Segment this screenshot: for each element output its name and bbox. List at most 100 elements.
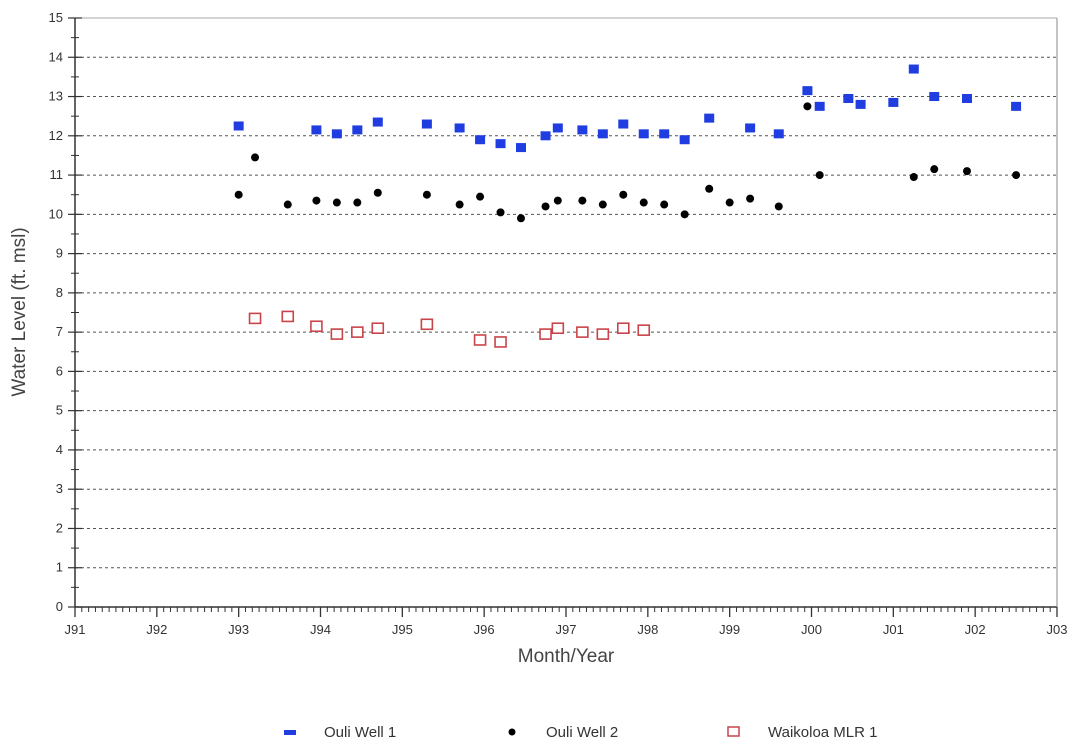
data-point — [773, 129, 784, 139]
y-tick-label: 14 — [49, 49, 63, 64]
y-tick-label: 9 — [56, 246, 63, 261]
data-point — [476, 192, 485, 201]
data-point — [962, 167, 971, 176]
x-tick-label: J98 — [637, 622, 658, 637]
series-ouli-well-1 — [233, 64, 1022, 153]
data-point — [843, 93, 854, 103]
series-waikoloa-mlr-1 — [248, 310, 651, 348]
data-point — [251, 153, 260, 162]
data-point — [802, 86, 813, 96]
x-tick-label: J02 — [965, 622, 986, 637]
data-point — [496, 208, 505, 217]
y-tick-label: 10 — [49, 206, 63, 221]
data-point — [495, 139, 506, 149]
data-point — [619, 190, 628, 199]
data-point — [371, 322, 385, 335]
data-point — [283, 200, 292, 209]
x-tick-label: J96 — [474, 622, 495, 637]
data-point — [578, 196, 587, 205]
data-series — [233, 64, 1022, 348]
data-point — [705, 184, 714, 193]
data-point — [281, 310, 295, 323]
legend: Ouli Well 1 Ouli Well 2 Waikoloa MLR 1 — [284, 724, 877, 741]
data-point — [577, 125, 588, 135]
legend-label: Ouli Well 1 — [324, 724, 396, 741]
data-point — [553, 196, 562, 205]
data-point — [855, 99, 866, 109]
data-point — [638, 129, 649, 139]
data-point — [540, 131, 551, 141]
series-ouli-well-2 — [234, 102, 1021, 223]
data-point — [455, 200, 464, 209]
data-point — [539, 328, 552, 340]
y-tick-label: 12 — [49, 128, 63, 143]
data-point — [680, 210, 689, 219]
x-tick-label: J92 — [146, 622, 167, 637]
data-point — [961, 93, 972, 103]
y-tick-label: 7 — [56, 324, 63, 339]
data-point — [352, 125, 363, 135]
data-point — [725, 198, 734, 207]
data-point — [234, 190, 243, 199]
legend-item: Waikoloa MLR 1 — [727, 724, 877, 741]
y-tick-label: 1 — [56, 560, 63, 575]
x-axis-title: Month/Year — [518, 646, 615, 667]
data-point — [596, 328, 610, 340]
data-point — [908, 64, 919, 74]
y-tick-label: 6 — [56, 363, 63, 378]
x-tick-label: J01 — [883, 622, 904, 637]
data-point — [494, 336, 507, 348]
data-point — [516, 214, 525, 223]
data-point — [803, 102, 812, 111]
data-point — [814, 101, 825, 111]
y-tick-label: 13 — [49, 89, 63, 104]
legend-item: Ouli Well 1 — [284, 724, 396, 741]
data-point — [746, 194, 755, 203]
data-point — [351, 326, 364, 338]
data-point — [576, 326, 589, 338]
data-point — [330, 328, 344, 340]
data-point — [551, 322, 565, 335]
data-point — [745, 123, 756, 133]
data-point — [704, 113, 715, 123]
data-point — [332, 198, 341, 207]
data-point — [421, 119, 432, 129]
x-tick-label: J03 — [1047, 622, 1068, 637]
data-point — [473, 334, 487, 346]
data-point — [248, 312, 262, 325]
data-point — [929, 92, 940, 102]
legend-label: Waikoloa MLR 1 — [768, 724, 877, 741]
data-point — [353, 198, 362, 207]
data-point — [597, 129, 608, 139]
data-point — [331, 129, 342, 139]
x-tick-label: J99 — [719, 622, 740, 637]
y-tick-label: 11 — [50, 167, 64, 182]
x-tick-label: J93 — [228, 622, 249, 637]
y-tick-label: 8 — [56, 285, 63, 300]
data-point — [815, 171, 824, 180]
data-point — [660, 200, 669, 209]
legend-item: Ouli Well 2 — [508, 724, 618, 741]
data-point — [420, 318, 434, 331]
x-tick-label: J97 — [556, 622, 577, 637]
data-point — [541, 202, 550, 211]
y-axis-title: Water Level (ft. msl) — [9, 227, 30, 396]
data-point — [659, 129, 670, 139]
data-point — [515, 143, 526, 153]
data-point — [422, 190, 431, 199]
data-point — [598, 200, 607, 209]
legend-label: Ouli Well 2 — [546, 724, 618, 741]
data-point — [454, 123, 465, 133]
data-point — [888, 97, 899, 107]
plot-background — [75, 18, 1057, 607]
x-tick-label: J91 — [65, 622, 86, 637]
data-point — [930, 165, 939, 174]
y-tick-label: 0 — [56, 599, 63, 614]
legend-swatch — [508, 728, 516, 736]
data-point — [233, 121, 244, 131]
x-tick-label: J00 — [801, 622, 822, 637]
data-point — [311, 125, 322, 135]
data-point — [909, 173, 918, 182]
